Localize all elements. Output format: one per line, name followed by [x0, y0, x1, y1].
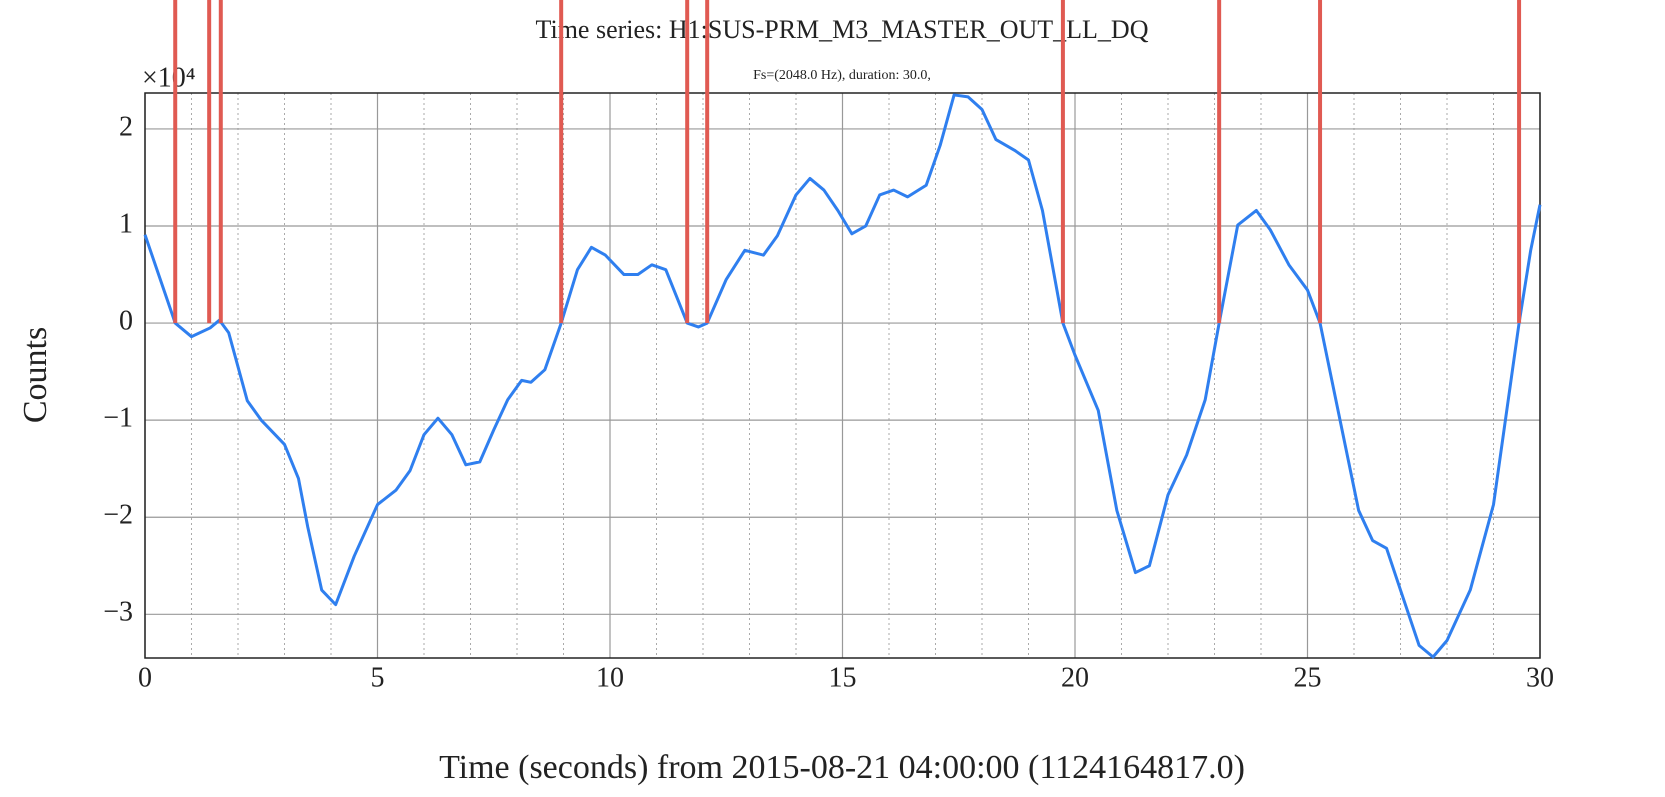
- x-tick-label: 0: [138, 662, 152, 693]
- y-axis-label: Counts: [17, 327, 54, 423]
- y-tick-label: 2: [119, 111, 133, 142]
- x-tick-label: 15: [829, 662, 857, 693]
- y-tick-label: −3: [103, 597, 133, 628]
- y-offset-label: ×10⁴: [142, 62, 196, 93]
- y-tick-label: −1: [103, 403, 133, 434]
- y-tick-label: −2: [103, 500, 133, 531]
- x-tick-label: 30: [1526, 662, 1554, 693]
- x-axis-label: Time (seconds) from 2015-08-21 04:00:00 …: [439, 749, 1245, 786]
- x-tick-label: 20: [1061, 662, 1089, 693]
- x-tick-label: 25: [1294, 662, 1322, 693]
- y-tick-label: 1: [119, 208, 133, 239]
- x-tick-label: 5: [371, 662, 385, 693]
- chart-title: Time series: H1:SUS-PRM_M3_MASTER_OUT_LL…: [536, 15, 1149, 44]
- chart-subtitle: Fs=(2048.0 Hz), duration: 30.0,: [753, 68, 931, 83]
- x-tick-label: 10: [596, 662, 624, 693]
- y-tick-label: 0: [119, 305, 133, 336]
- plot-frame: [144, 92, 1541, 659]
- data-line: [143, 93, 1542, 659]
